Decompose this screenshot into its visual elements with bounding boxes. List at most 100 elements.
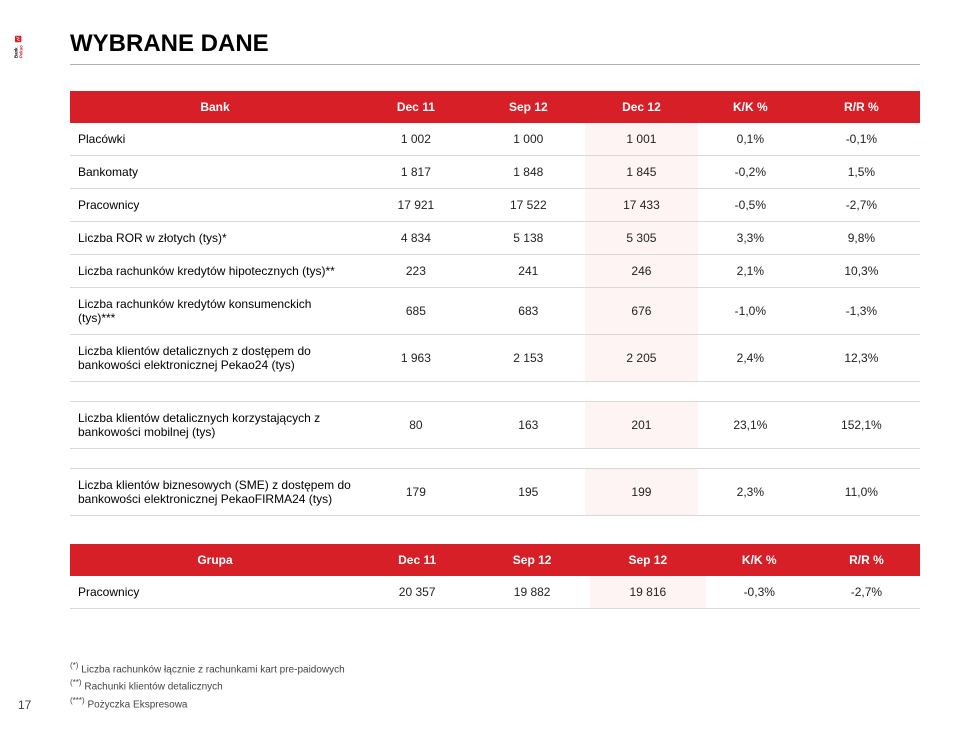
- cell: 19 882: [474, 576, 590, 609]
- cell: 1,5%: [803, 156, 920, 189]
- cell: 241: [472, 255, 585, 288]
- row-label: Liczba klientów detalicznych z dostępem …: [70, 335, 360, 382]
- cell-highlight: 2 205: [585, 335, 698, 382]
- table-row: Bankomaty 1 817 1 848 1 845 -0,2% 1,5%: [70, 156, 920, 189]
- cell: 17 921: [360, 189, 472, 222]
- bank-table-body: Placówki 1 002 1 000 1 001 0,1% -0,1% Ba…: [70, 123, 920, 516]
- cell: 17 522: [472, 189, 585, 222]
- footnotes: (*) Liczba rachunków łącznie z rachunkam…: [70, 660, 345, 712]
- table-row: Pracownicy 17 921 17 522 17 433 -0,5% -2…: [70, 189, 920, 222]
- cell-highlight: 246: [585, 255, 698, 288]
- cell: -0,2%: [698, 156, 803, 189]
- table-row: Liczba rachunków kredytów konsumenckich …: [70, 288, 920, 335]
- cell: 11,0%: [803, 469, 920, 516]
- row-label: Pracownicy: [70, 576, 360, 609]
- footnote-3: (***) Pożyczka Ekspresowa: [70, 695, 345, 712]
- cell: 4 834: [360, 222, 472, 255]
- grupa-col-header-4: K/K %: [706, 544, 813, 576]
- table-row: Liczba klientów detalicznych z dostępem …: [70, 335, 920, 382]
- cell: 683: [472, 288, 585, 335]
- cell: 1 848: [472, 156, 585, 189]
- row-label: Placówki: [70, 123, 360, 156]
- svg-text:Pekao: Pekao: [19, 45, 24, 58]
- cell: 179: [360, 469, 472, 516]
- cell-highlight: 17 433: [585, 189, 698, 222]
- grupa-col-header-2: Sep 12: [474, 544, 590, 576]
- cell: 12,3%: [803, 335, 920, 382]
- bank-table-header-row: Bank Dec 11 Sep 12 Dec 12 K/K % R/R %: [70, 91, 920, 123]
- row-label: Liczba klientów biznesowych (SME) z dost…: [70, 469, 360, 516]
- cell: 1 000: [472, 123, 585, 156]
- table-row: Liczba ROR w złotych (tys)* 4 834 5 138 …: [70, 222, 920, 255]
- bank-col-header-4: K/K %: [698, 91, 803, 123]
- table-row: Liczba klientów biznesowych (SME) z dost…: [70, 469, 920, 516]
- brand-sidebar: Bank Pekao: [0, 0, 38, 734]
- bank-col-header-2: Sep 12: [472, 91, 585, 123]
- cell: 1 963: [360, 335, 472, 382]
- brand-logo: Bank Pekao: [0, 20, 38, 58]
- row-label: Liczba rachunków kredytów konsumenckich …: [70, 288, 360, 335]
- cell: 9,8%: [803, 222, 920, 255]
- svg-text:Bank: Bank: [14, 47, 19, 58]
- table-row: Liczba rachunków kredytów hipotecznych (…: [70, 255, 920, 288]
- footnote-1-text: Liczba rachunków łącznie z rachunkami ka…: [81, 664, 344, 675]
- bank-col-header-3: Dec 12: [585, 91, 698, 123]
- cell: 223: [360, 255, 472, 288]
- table-row: Placówki 1 002 1 000 1 001 0,1% -0,1%: [70, 123, 920, 156]
- cell: -0,1%: [803, 123, 920, 156]
- cell: 163: [472, 402, 585, 449]
- cell-highlight: 19 816: [590, 576, 706, 609]
- grupa-col-header-0: Grupa: [70, 544, 360, 576]
- cell: -1,3%: [803, 288, 920, 335]
- cell: 2,3%: [698, 469, 803, 516]
- footnote-3-text: Pożyczka Ekspresowa: [87, 699, 187, 710]
- row-label: Bankomaty: [70, 156, 360, 189]
- grupa-col-header-5: R/R %: [813, 544, 920, 576]
- cell: 152,1%: [803, 402, 920, 449]
- cell: 0,1%: [698, 123, 803, 156]
- footnote-1: (*) Liczba rachunków łącznie z rachunkam…: [70, 660, 345, 677]
- cell-highlight: 1 845: [585, 156, 698, 189]
- bank-col-header-0: Bank: [70, 91, 360, 123]
- row-label: Liczba rachunków kredytów hipotecznych (…: [70, 255, 360, 288]
- bank-col-header-5: R/R %: [803, 91, 920, 123]
- cell-highlight: 676: [585, 288, 698, 335]
- bank-table: Bank Dec 11 Sep 12 Dec 12 K/K % R/R % Pl…: [70, 91, 920, 516]
- title-underline: [70, 64, 920, 65]
- cell: 80: [360, 402, 472, 449]
- grupa-table: Grupa Dec 11 Sep 12 Sep 12 K/K % R/R % P…: [70, 544, 920, 609]
- cell: 2,1%: [698, 255, 803, 288]
- cell: -1,0%: [698, 288, 803, 335]
- page-number: 17: [18, 698, 31, 712]
- cell: 23,1%: [698, 402, 803, 449]
- cell-highlight: 5 305: [585, 222, 698, 255]
- cell: 1 002: [360, 123, 472, 156]
- grupa-table-body: Pracownicy 20 357 19 882 19 816 -0,3% -2…: [70, 576, 920, 609]
- cell: -2,7%: [803, 189, 920, 222]
- table-row: Pracownicy 20 357 19 882 19 816 -0,3% -2…: [70, 576, 920, 609]
- cell: 20 357: [360, 576, 474, 609]
- cell: 2 153: [472, 335, 585, 382]
- cell: 1 817: [360, 156, 472, 189]
- cell: 10,3%: [803, 255, 920, 288]
- cell: -0,5%: [698, 189, 803, 222]
- table-row: Liczba klientów detalicznych korzystając…: [70, 402, 920, 449]
- page-title: WYBRANE DANE: [70, 30, 920, 58]
- main-content: WYBRANE DANE Bank Dec 11 Sep 12 Dec 12 K…: [70, 30, 920, 609]
- cell: 5 138: [472, 222, 585, 255]
- grupa-table-header-row: Grupa Dec 11 Sep 12 Sep 12 K/K % R/R %: [70, 544, 920, 576]
- cell-highlight: 1 001: [585, 123, 698, 156]
- footnote-2: (**) Rachunki klientów detalicznych: [70, 677, 345, 694]
- row-label: Liczba klientów detalicznych korzystając…: [70, 402, 360, 449]
- cell: -0,3%: [706, 576, 813, 609]
- footnote-2-text: Rachunki klientów detalicznych: [84, 682, 222, 693]
- spacer: [70, 382, 920, 402]
- spacer: [70, 449, 920, 469]
- cell: 685: [360, 288, 472, 335]
- cell-highlight: 201: [585, 402, 698, 449]
- grupa-col-header-1: Dec 11: [360, 544, 474, 576]
- bank-col-header-1: Dec 11: [360, 91, 472, 123]
- grupa-col-header-3: Sep 12: [590, 544, 706, 576]
- cell: 3,3%: [698, 222, 803, 255]
- row-label: Liczba ROR w złotych (tys)*: [70, 222, 360, 255]
